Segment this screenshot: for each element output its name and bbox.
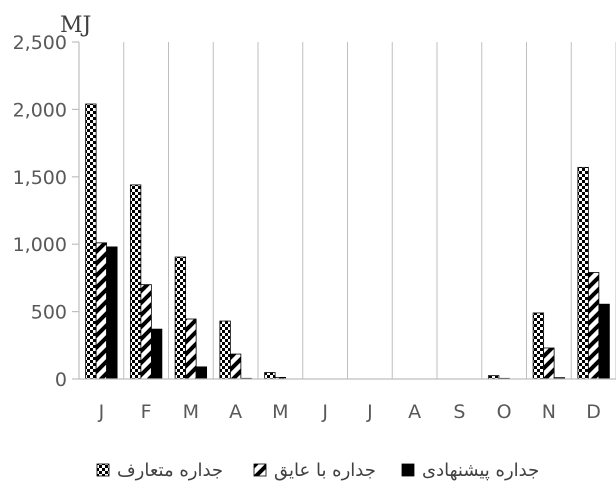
bar	[106, 246, 118, 380]
x-tick-label: A	[229, 401, 242, 423]
x-tick-label: M	[272, 401, 288, 423]
legend: جداره متعارف جداره با عایق جداره پیشنهادی	[96, 460, 539, 481]
bar	[174, 256, 187, 380]
y-tick-label: 1,000	[13, 234, 67, 256]
grid	[123, 42, 616, 379]
x-tick-label: A	[408, 401, 421, 423]
y-tick-label: 0	[55, 369, 67, 391]
y-axis-label: MJ	[60, 13, 91, 38]
legend-swatch	[253, 463, 267, 477]
legend-label: جداره با عایق	[274, 460, 376, 481]
x-tick-label: S	[453, 401, 465, 423]
y-tick-label: 2,000	[13, 99, 67, 121]
x-tick-label: J	[321, 401, 328, 423]
bar	[587, 272, 600, 380]
x-tick-label: O	[497, 401, 512, 423]
bar	[195, 366, 208, 380]
legend-swatch	[96, 463, 110, 477]
bar	[140, 284, 152, 380]
legend-swatch	[401, 463, 415, 477]
axes: 0 500 1,000 1,500 2,000 2,500 J F M A M J J A S O N D	[13, 32, 616, 423]
bar	[229, 353, 242, 380]
legend-label: جداره پیشنهادی	[422, 460, 539, 481]
y-tick-label: 2,500	[13, 32, 67, 54]
bar	[150, 328, 163, 380]
bar	[95, 242, 108, 380]
bar	[85, 103, 97, 380]
x-tick-label: J	[366, 401, 373, 423]
x-tick-label: N	[542, 401, 556, 423]
bar	[219, 320, 231, 380]
y-tick-label: 1,500	[13, 167, 67, 189]
legend-label: جداره متعارف	[117, 460, 223, 481]
bar	[129, 184, 142, 380]
bar	[264, 372, 276, 380]
bar	[532, 312, 545, 380]
y-tick-label: 500	[31, 302, 67, 324]
bar	[577, 166, 589, 380]
x-tick-label: J	[98, 401, 105, 423]
bar	[598, 303, 610, 380]
x-tick-label: D	[586, 401, 601, 423]
x-tick-label: F	[141, 401, 152, 423]
x-tick-label: M	[183, 401, 199, 423]
bar	[543, 347, 555, 380]
bar	[185, 318, 197, 380]
